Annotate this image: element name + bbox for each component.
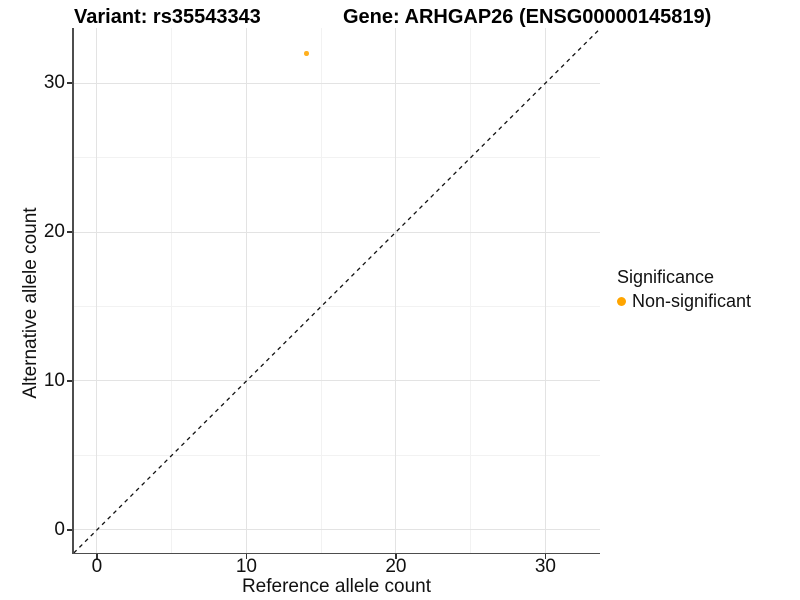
y-tick-mark xyxy=(67,82,72,84)
variant-title: Variant: rs35543343 xyxy=(74,6,261,28)
x-tick-label: 10 xyxy=(235,556,257,577)
x-tick-mark xyxy=(96,554,98,559)
x-tick-mark xyxy=(544,554,547,559)
y-minor-gridline xyxy=(73,454,600,456)
y-tick-mark xyxy=(67,529,72,531)
x-major-gridline xyxy=(245,28,247,553)
y-axis-title: Alternative allele count xyxy=(20,207,41,399)
x-major-gridline xyxy=(96,28,98,553)
identity-dashed-line xyxy=(73,28,601,554)
y-minor-gridline xyxy=(73,157,600,159)
x-tick-label: 30 xyxy=(534,556,556,577)
y-tick-label: 0 xyxy=(54,518,65,540)
y-major-gridline xyxy=(73,529,600,531)
x-minor-gridline xyxy=(470,28,472,553)
legend-item-label: Non-significant xyxy=(632,291,752,311)
legend-point-swatch-icon xyxy=(617,296,626,306)
y-tick-label: 30 xyxy=(43,72,65,94)
y-major-gridline xyxy=(73,231,600,233)
x-tick-label: 0 xyxy=(91,556,103,577)
y-axis-line xyxy=(72,28,74,554)
x-axis-line xyxy=(72,552,600,554)
y-major-gridline xyxy=(73,82,600,84)
y-minor-gridline xyxy=(73,306,600,307)
x-tick-label: 20 xyxy=(385,556,407,577)
legend-item: Non-significant xyxy=(617,291,751,311)
legend-title: Significance xyxy=(617,267,715,287)
x-major-gridline xyxy=(544,28,546,553)
data-point xyxy=(303,51,309,56)
y-tick-mark xyxy=(67,380,72,382)
x-tick-mark xyxy=(395,554,397,559)
plot-panel xyxy=(73,28,601,554)
x-tick-mark xyxy=(245,554,248,559)
x-major-gridline xyxy=(395,28,397,553)
y-tick-label: 20 xyxy=(43,221,65,243)
y-tick-mark xyxy=(67,231,72,233)
gene-title: Gene: ARHGAP26 (ENSG00000145819) xyxy=(343,6,712,28)
x-axis-title: Reference allele count xyxy=(241,576,432,597)
y-tick-label: 10 xyxy=(43,369,65,391)
x-minor-gridline xyxy=(171,28,173,553)
legend: Significance Non-significant xyxy=(617,267,751,311)
x-minor-gridline xyxy=(320,28,322,553)
y-major-gridline xyxy=(73,380,600,382)
